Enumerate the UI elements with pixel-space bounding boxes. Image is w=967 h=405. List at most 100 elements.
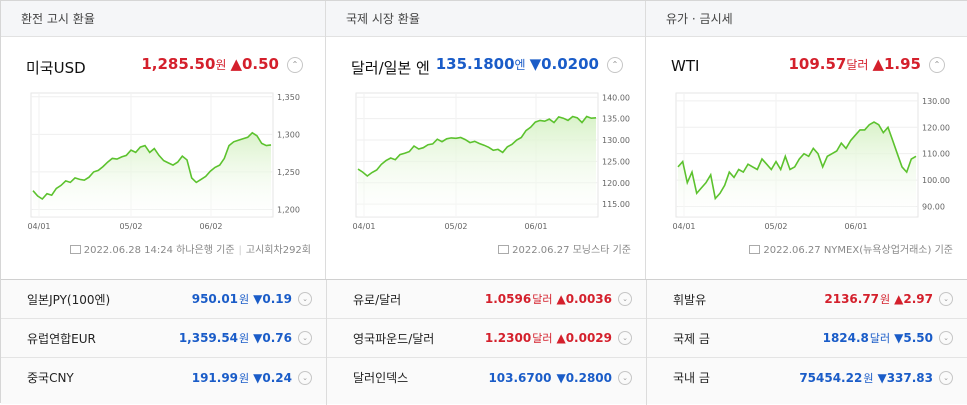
down-arrow-icon: ▼	[253, 331, 263, 345]
print-icon[interactable]	[498, 245, 510, 254]
rate-chart: 1,350 1,300 1,250 1,200 04/01 05/02 06/02	[27, 92, 300, 231]
rate-row[interactable]: 달러인덱스 103.6700 ▼ 0.2800 ⌄	[327, 358, 646, 397]
rate-chart: 140.00 135.00 130.00 125.00 120.00 115.00 04/0…	[352, 92, 630, 231]
series-line	[677, 121, 917, 201]
y-tick-label: 1,300	[277, 130, 300, 139]
rate-change: 2.97	[903, 292, 933, 306]
rate-change: 0.0029	[565, 331, 612, 345]
rate-row[interactable]: 영국파운드/달러 1.2300 달러 ▲ 0.0029 ⌄	[327, 319, 646, 358]
rate-unit: 달러	[532, 293, 553, 306]
rate-row[interactable]: 휘발유 2136.77 원 ▲ 2.97 ⌄	[647, 280, 967, 319]
rate-change: 0.0036	[565, 292, 612, 306]
collapse-toggle-icon[interactable]: ⌃	[929, 57, 945, 73]
series-line	[357, 115, 597, 178]
rate-unit: 원	[239, 371, 250, 385]
quote-price: 1,285.50	[141, 55, 216, 73]
panel-header-tab[interactable]: 환전 고시 환율	[1, 1, 325, 37]
x-tick-label: 06/02	[199, 222, 222, 231]
x-tick-label: 05/02	[444, 222, 467, 231]
expand-toggle-icon[interactable]: ⌄	[298, 370, 312, 385]
print-icon[interactable]	[69, 245, 81, 254]
up-arrow-icon: ▲	[556, 331, 566, 345]
y-tick-label: 115.00	[602, 200, 630, 209]
down-arrow-icon: ▼	[556, 370, 566, 385]
series-area	[33, 132, 271, 217]
panel-oil-gold: 유가 · 금시세 WTI 109.57 달러 ▲ 1.95 ⌃ 130.00 12…	[646, 1, 967, 279]
quote-change: 1.95	[883, 55, 921, 73]
quote-name: 미국USD	[26, 59, 86, 77]
down-arrow-icon: ▼	[894, 331, 904, 345]
y-tick-label: 1,250	[277, 168, 300, 177]
print-icon[interactable]	[749, 245, 761, 254]
expand-toggle-icon[interactable]: ⌄	[618, 292, 632, 306]
chart-caption: 2022.06.28 14:24 하나은행 기준 | 고시회차292회	[69, 241, 311, 256]
panel-header-tab[interactable]: 유가 · 금시세	[646, 1, 967, 37]
quote-name: 달러/일본 엔	[351, 59, 430, 77]
down-arrow-icon: ▼	[253, 292, 263, 306]
rate-change: 337.83	[886, 370, 933, 385]
up-arrow-icon: ▲	[556, 292, 566, 306]
series-line	[32, 131, 272, 201]
rate-list: 일본JPY(100엔) 950.01 원 ▼ 0.19 ⌄ 유럽연합EUR 1,359.54 원…	[1, 279, 967, 405]
down-arrow-icon: ▼	[253, 370, 263, 385]
expand-toggle-icon[interactable]: ⌄	[939, 370, 953, 385]
expand-toggle-icon[interactable]: ⌄	[298, 331, 312, 345]
x-tick-label: 06/01	[524, 222, 547, 231]
expand-toggle-icon[interactable]: ⌄	[939, 292, 953, 306]
rate-row[interactable]: 국내 금 75454.22 원 ▼ 337.83 ⌄	[647, 358, 967, 397]
panel-header-tab[interactable]: 국제 시장 환율	[326, 1, 645, 37]
expand-toggle-icon[interactable]: ⌄	[618, 370, 632, 385]
main-quote: WTI 109.57 달러 ▲ 1.95 ⌃	[646, 51, 967, 81]
expand-toggle-icon[interactable]: ⌄	[939, 331, 953, 345]
y-tick-label: 130.00	[602, 136, 630, 145]
rate-list-column: 유로/달러 1.0596 달러 ▲ 0.0036 ⌄ 영국파운드/달러 1.2300 달러 ▲ 0.…	[326, 280, 646, 405]
rate-name[interactable]: 유럽연합EUR	[27, 331, 96, 346]
quote-price: 135.1800	[435, 55, 515, 73]
rate-price: 1.0596	[484, 292, 532, 306]
caption-source: 2022.06.28 14:24 하나은행 기준	[83, 245, 235, 256]
quote-name: WTI	[671, 57, 700, 75]
y-tick-label: 120.00	[922, 123, 950, 132]
rate-name[interactable]: 국제 금	[673, 331, 710, 346]
rate-name[interactable]: 일본JPY(100엔)	[27, 292, 111, 307]
y-tick-label: 1,350	[277, 93, 300, 102]
rate-price: 1,359.54	[178, 331, 239, 345]
rate-name[interactable]: 국내 금	[673, 371, 710, 385]
rate-list-column: 일본JPY(100엔) 950.01 원 ▼ 0.19 ⌄ 유럽연합EUR 1,359.54 원…	[1, 280, 326, 405]
rate-unit: 원	[863, 371, 874, 385]
rate-price: 75454.22	[799, 370, 863, 385]
rate-row[interactable]: 일본JPY(100엔) 950.01 원 ▼ 0.19 ⌄	[1, 280, 326, 319]
rate-unit: 달러	[869, 332, 891, 345]
rate-unit: 원	[880, 293, 891, 306]
quote-unit: 엔	[514, 58, 526, 72]
main-quote: 달러/일본 엔 135.1800 엔 ▼ 0.0200 ⌃	[326, 51, 645, 81]
rate-price: 1824.8	[822, 331, 869, 345]
rate-row[interactable]: 중국CNY 191.99 원 ▼ 0.24 ⌄	[1, 358, 326, 397]
expand-toggle-icon[interactable]: ⌄	[618, 331, 632, 345]
rate-name[interactable]: 휘발유	[673, 292, 707, 307]
y-tick-label: 100.00	[922, 176, 950, 185]
rate-change: 5.50	[903, 331, 933, 345]
expand-toggle-icon[interactable]: ⌄	[298, 292, 312, 306]
rate-chart: 130.00 120.00 110.00 100.00 90.00 04/01 05/02 0…	[672, 92, 950, 231]
chart-caption: 2022.06.27 모닝스타 기준	[498, 241, 631, 256]
quote-values: 1,285.50 원 ▲ 0.50 ⌃	[141, 55, 303, 75]
rate-name[interactable]: 영국파운드/달러	[353, 331, 435, 346]
main-quote: 미국USD 1,285.50 원 ▲ 0.50 ⌃	[1, 51, 325, 81]
rate-row[interactable]: 국제 금 1824.8 달러 ▼ 5.50 ⌄	[647, 319, 967, 358]
rate-unit: 원	[239, 332, 250, 345]
quote-price: 109.57	[788, 55, 847, 73]
rate-name[interactable]: 중국CNY	[27, 371, 74, 385]
caption-source: 2022.06.27 NYMEX(뉴욕상업거래소) 기준	[763, 245, 953, 256]
rate-row[interactable]: 유로/달러 1.0596 달러 ▲ 0.0036 ⌄	[327, 280, 646, 319]
collapse-toggle-icon[interactable]: ⌃	[607, 57, 623, 73]
quote-values: 135.1800 엔 ▼ 0.0200 ⌃	[436, 55, 623, 75]
rate-name[interactable]: 유로/달러	[353, 292, 402, 307]
rate-change: 0.24	[262, 370, 292, 385]
collapse-toggle-icon[interactable]: ⌃	[287, 57, 303, 73]
caption-round: 고시회차292회	[245, 245, 311, 256]
rate-name[interactable]: 달러인덱스	[353, 371, 409, 385]
rate-row[interactable]: 유럽연합EUR 1,359.54 원 ▼ 0.76 ⌄	[1, 319, 326, 358]
quote-change: 0.0200	[541, 55, 599, 73]
